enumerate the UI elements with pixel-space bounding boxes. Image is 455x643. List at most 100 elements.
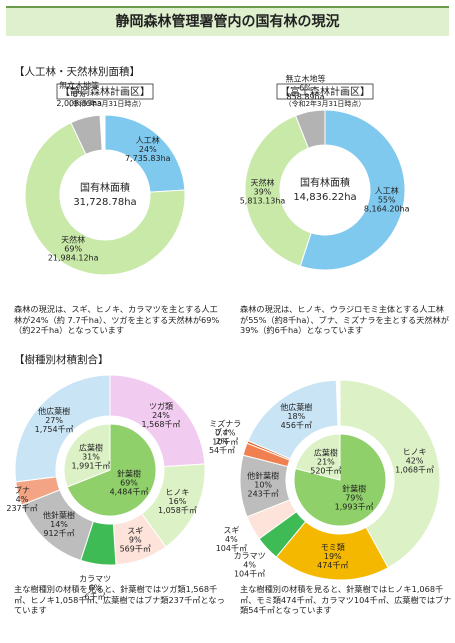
section-heading: 【樹種別材積割合】 xyxy=(14,354,109,366)
slice-label: 1,991千㎥ xyxy=(72,461,111,471)
slice-label: 69% xyxy=(64,244,82,253)
page-title: 静岡森林管理署管内の国有林の現況 xyxy=(6,6,449,36)
slice xyxy=(24,121,186,276)
slice-label: 21% xyxy=(317,457,335,466)
slice-label: 1,754千㎥ xyxy=(35,424,74,434)
slice-label: 他広葉樹 xyxy=(38,406,70,416)
slice xyxy=(294,109,326,149)
slice-label: 104千㎥ xyxy=(234,568,265,578)
slice-label: 237千㎥ xyxy=(6,503,37,513)
slice-label: 31% xyxy=(82,453,100,462)
slice-label: 474千㎥ xyxy=(317,560,348,570)
slice-label: 14% xyxy=(50,520,68,529)
slice-label: 針葉樹 xyxy=(117,468,141,478)
slice-label: 5,813.13ha xyxy=(240,196,286,205)
slice-label: 520千㎥ xyxy=(310,465,341,475)
slice-label: 9% xyxy=(129,536,142,545)
slice-label: 無立木地等 xyxy=(59,80,99,90)
slice-label: 無立木地等 xyxy=(286,73,326,83)
slice-label: 7,735.83ha xyxy=(125,154,171,163)
title-box xyxy=(276,83,374,100)
slice xyxy=(66,423,157,517)
caption: 主な樹種別の材積を見ると、針葉樹ではヒノキ1,068千㎥、モミ類474千㎥、カラ… xyxy=(240,584,452,616)
slice-label: 858.89ha xyxy=(287,92,325,101)
slice-label: 天然林 xyxy=(61,234,85,244)
slice-label: 10% xyxy=(254,480,272,489)
slice-label: 24% xyxy=(152,411,170,420)
slice-label: ツガ類 xyxy=(149,401,173,411)
slice-label: 79% xyxy=(345,494,363,503)
slice-label: 6千㎥ xyxy=(85,592,106,602)
slice-label: 104千㎥ xyxy=(216,543,247,553)
slice-label: 912千㎥ xyxy=(43,528,74,538)
slice-label: 8,164.20ha xyxy=(364,204,410,213)
slice-label: モミ類 xyxy=(321,542,345,552)
slice-label: 針葉樹 xyxy=(342,484,366,494)
slice-label: カラマツ xyxy=(79,575,111,584)
slice xyxy=(63,423,111,488)
slice-label: 広葉樹 xyxy=(79,443,103,453)
slice-label: 他針葉樹 xyxy=(43,510,75,520)
slice-label: 0.4% xyxy=(215,428,236,437)
slice-label: 他針葉樹 xyxy=(247,470,279,480)
slice-label: 18% xyxy=(287,412,305,421)
slice-label: 569千㎥ xyxy=(120,544,151,554)
slice-label: 4% xyxy=(243,560,256,569)
slice-label: 1,993千㎥ xyxy=(335,502,374,512)
slice-label: 広葉樹 xyxy=(314,447,338,457)
slice-label: 27% xyxy=(45,416,63,425)
slice-label: 2% xyxy=(216,437,229,446)
center-value: 31,728.78ha xyxy=(73,197,136,208)
section-heading: 【人工林・天然林別面積】 xyxy=(14,66,140,78)
caption: 主な樹種別の材積を見ると、針葉樹ではツガ類1,568千㎥、ヒノキ1,058千㎥、… xyxy=(14,584,225,616)
slice xyxy=(247,379,339,460)
slice-label: 1,068千㎥ xyxy=(395,464,434,474)
slice-label: 4% xyxy=(225,535,238,544)
slice-label: 他広葉樹 xyxy=(280,402,312,412)
slice-label: 19% xyxy=(324,552,342,561)
slice-label: 1,568千㎥ xyxy=(142,419,181,429)
slice-label: 24% xyxy=(139,145,157,154)
chart-title: 【静岡森林計画区】 xyxy=(60,85,150,98)
slice-label: 人工林 xyxy=(136,135,160,145)
caption: 森林の現況は、ヒノキ、ウラジロモミ主体とする人工林が55%（約8千ha）、ブナ、… xyxy=(240,304,449,336)
slice-label: 1,058千㎥ xyxy=(158,505,197,515)
slice-label: 6% xyxy=(299,83,312,92)
slice-label: 4% xyxy=(16,495,29,504)
slice xyxy=(299,109,406,271)
slice-label: ブナ xyxy=(14,485,30,495)
slice-label: 69% xyxy=(120,478,138,487)
slice-label: 55% xyxy=(378,195,396,204)
slice-label: 456千㎥ xyxy=(281,420,312,430)
slice xyxy=(70,114,103,155)
slice-label: 243千㎥ xyxy=(248,488,279,498)
slice-label: 人工林 xyxy=(375,185,399,195)
center-label: 国有林面積 xyxy=(80,181,130,194)
center-label: 国有林面積 xyxy=(300,176,350,189)
chart-subtitle: （令和6年3月31日時点） xyxy=(65,99,146,108)
slice xyxy=(339,379,441,569)
caption: 森林の現況は、スギ、ヒノキ、カラマツを主とする人工林が24%（約 7.7千ha）… xyxy=(14,304,220,336)
slice-label: 6% xyxy=(89,584,102,593)
slice xyxy=(244,114,312,267)
slice-label: スギ xyxy=(127,527,143,536)
slice-label: ミズナラ xyxy=(209,418,241,428)
slice-label: カラマツ xyxy=(234,551,266,560)
slice-label: 42% xyxy=(406,456,424,465)
chart-title: 【富士森林計画区】 xyxy=(280,85,370,98)
title-box xyxy=(56,83,154,100)
slice-label: 6% xyxy=(73,90,86,99)
slice-label: 54千㎥ xyxy=(209,445,235,455)
slice-label: 4,484千㎥ xyxy=(110,486,149,496)
slice xyxy=(294,433,341,481)
slice-label: 10千㎥ xyxy=(212,436,238,446)
slice-label: 16% xyxy=(169,497,187,506)
slice-label: ヒノキ xyxy=(165,488,189,497)
slice-label: 天然林 xyxy=(251,177,275,187)
center-value: 14,836.22ha xyxy=(293,192,356,203)
slice-label: 39% xyxy=(254,187,272,196)
chart-subtitle: （令和2年3月31日時点） xyxy=(285,99,366,108)
slice-label: ブナ xyxy=(214,427,230,437)
